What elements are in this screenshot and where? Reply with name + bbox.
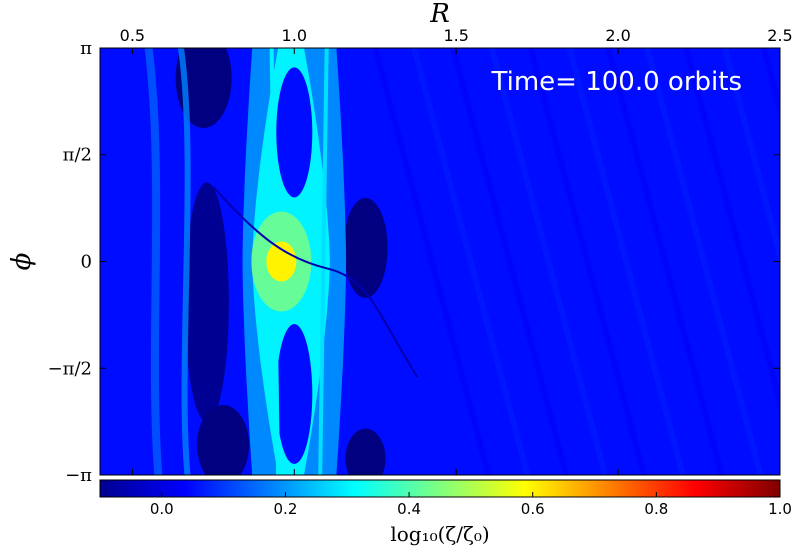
- streak: [527, 48, 647, 475]
- streak: [372, 48, 492, 475]
- trough: [175, 48, 232, 128]
- streak: [566, 48, 686, 475]
- x-tick-label: 2.5: [767, 26, 792, 45]
- colorbar-gradient: [99, 479, 781, 498]
- time-annotation: Time= 100.0 orbits: [491, 67, 742, 97]
- y-tick-label: π: [80, 38, 92, 59]
- streak: [722, 48, 780, 268]
- colorbar-tick-label: 0.6: [521, 500, 545, 518]
- filament: [318, 48, 329, 475]
- colorbar-tick-label: 0.8: [644, 500, 668, 518]
- y-tick-label: 0: [81, 252, 92, 273]
- y-tick-label: −π: [65, 465, 92, 486]
- x-axis-label: R: [429, 0, 450, 29]
- y-axis-ticks: π π/2 0 −π/2 −π: [48, 38, 780, 486]
- y-tick-label: π/2: [63, 145, 92, 166]
- stream: [177, 48, 191, 475]
- colorbar-tick-label: 0.0: [150, 500, 174, 518]
- colorbar-tick-label: 0.2: [274, 500, 298, 518]
- streak: [411, 48, 531, 475]
- horseshoe-hole: [276, 324, 313, 465]
- colorbar-label: log₁₀(ζ/ζ₀): [390, 522, 489, 546]
- streak: [450, 48, 570, 475]
- streak: [683, 48, 780, 414]
- colorbar: 0.0 0.2 0.4 0.6 0.8 1.0 log₁₀(ζ/ζ₀): [99, 479, 792, 546]
- trough: [345, 428, 386, 475]
- y-tick-label: −π/2: [48, 358, 92, 379]
- trough: [197, 405, 250, 475]
- x-axis-ticks: 0.5 1.0 1.5 2.0 2.5: [120, 26, 793, 475]
- peak-core: [266, 241, 297, 282]
- horseshoe-hole: [276, 67, 313, 198]
- x-tick-label: 2.0: [605, 26, 630, 45]
- spiral-wake: [212, 186, 419, 378]
- trough: [343, 197, 388, 298]
- colorbar-tick-label: 1.0: [768, 500, 792, 518]
- streak: [605, 48, 725, 475]
- heatmap-plot: 0.5 1.0 1.5 2.0 2.5 π π/2 0 −π/2 −π R ϕ Time= 10…: [7, 0, 793, 486]
- stream: [144, 48, 163, 475]
- colorbar-tick-label: 0.4: [397, 500, 421, 518]
- trough: [184, 182, 229, 423]
- x-tick-label: 1.5: [443, 26, 468, 45]
- x-tick-label: 0.5: [120, 26, 145, 45]
- y-axis-label: ϕ: [7, 252, 37, 270]
- x-tick-label: 1.0: [282, 26, 307, 45]
- heatmap-field: [100, 48, 780, 475]
- streak: [488, 48, 609, 475]
- colorbar-ticks: 0.0 0.2 0.4 0.6 0.8 1.0: [150, 492, 792, 518]
- streak: [644, 48, 764, 475]
